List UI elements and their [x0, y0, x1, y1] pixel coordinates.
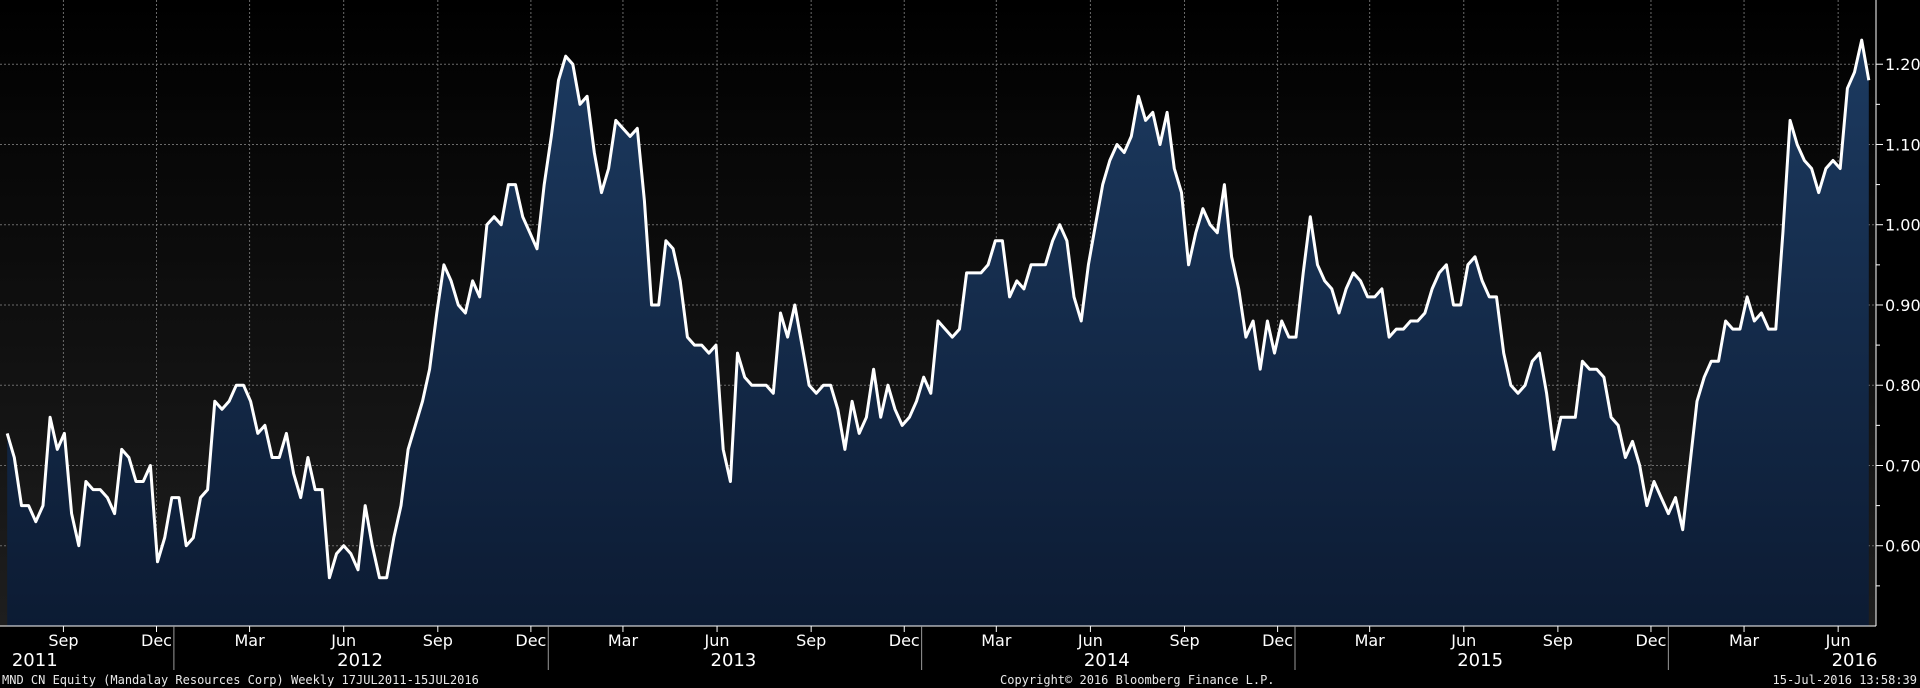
year-label: 2016	[1832, 650, 1878, 671]
month-label: Mar	[1729, 631, 1760, 650]
y-tick-label: 0.70	[1885, 456, 1920, 475]
y-tick-label: 0.80	[1885, 376, 1920, 395]
axes	[0, 0, 1883, 670]
year-label: 2011	[12, 650, 58, 671]
month-label: Jun	[1077, 631, 1103, 650]
footer: MND CN Equity (Mandalay Resources Corp) …	[2, 673, 1917, 687]
y-tick-label: 0.90	[1885, 296, 1920, 315]
price-line	[5, 38, 1871, 580]
y-tick-label: 1.00	[1885, 216, 1920, 235]
y-tick-label: 1.10	[1885, 135, 1920, 154]
year-label: 2014	[1084, 650, 1130, 671]
month-label: Dec	[1262, 631, 1293, 650]
month-label: Dec	[515, 631, 546, 650]
month-label: Jun	[1825, 631, 1851, 650]
month-label: Jun	[1450, 631, 1476, 650]
y-axis-labels: 0.60 0.70 0.80 0.90 1.00 1.10 1.20	[1885, 55, 1920, 556]
month-label: Sep	[48, 631, 78, 650]
y-tick-label: 0.60	[1885, 537, 1920, 556]
x-axis-labels: Sep Dec Mar Jun Sep Dec Mar Jun Sep Dec Mar Jun Sep D…	[12, 631, 1878, 671]
month-label: Mar	[1355, 631, 1386, 650]
month-label: Sep	[1169, 631, 1199, 650]
footer-security: MND CN Equity (Mandalay Resources Corp) …	[2, 673, 479, 687]
month-label: Mar	[234, 631, 265, 650]
year-label: 2012	[337, 650, 383, 671]
y-tick-label: 1.20	[1885, 55, 1920, 74]
month-label: Dec	[889, 631, 920, 650]
month-label: Sep	[796, 631, 826, 650]
footer-copyright: Copyright© 2016 Bloomberg Finance L.P.	[1000, 673, 1275, 687]
footer-timestamp: 15-Jul-2016 13:58:39	[1773, 673, 1918, 687]
month-label: Jun	[330, 631, 356, 650]
month-label: Sep	[423, 631, 453, 650]
month-label: Sep	[1543, 631, 1573, 650]
month-label: Jun	[704, 631, 730, 650]
year-label: 2015	[1457, 650, 1503, 671]
month-label: Mar	[608, 631, 639, 650]
month-label: Dec	[141, 631, 172, 650]
month-label: Dec	[1635, 631, 1666, 650]
year-label: 2013	[711, 650, 757, 671]
month-label: Mar	[981, 631, 1012, 650]
